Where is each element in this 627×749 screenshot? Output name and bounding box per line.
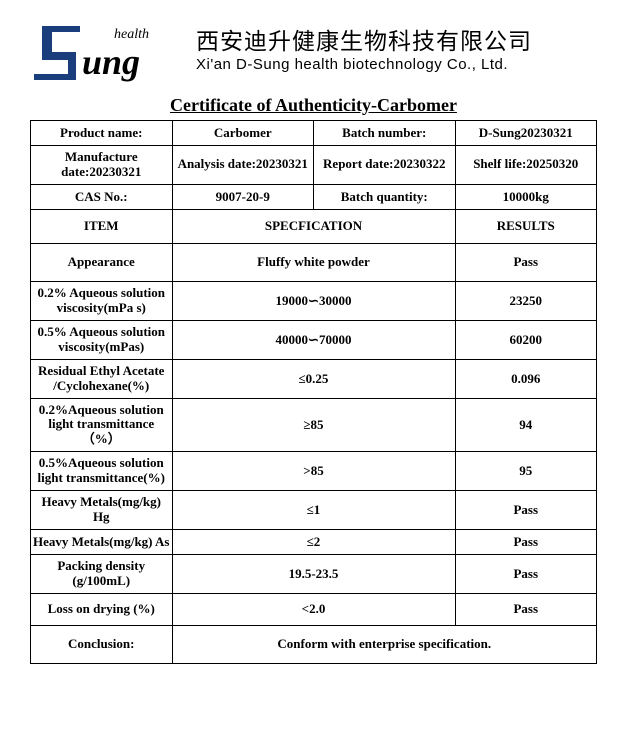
spec-cell: Fluffy white powder	[172, 243, 455, 281]
table-row: Residual Ethyl Acetate /Cyclohexane(%) ≤…	[31, 359, 597, 398]
table-row: 0.2% Aqueous solution viscosity(mPa s) 1…	[31, 281, 597, 320]
item-cell: Packing density (g/100mL)	[31, 555, 173, 594]
table-row: Packing density (g/100mL) 19.5-23.5 Pass	[31, 555, 597, 594]
table-row: 0.5%Aqueous solution light transmittance…	[31, 452, 597, 491]
spec-cell: ≥85	[172, 398, 455, 452]
cas-value: 9007-20-9	[172, 184, 314, 209]
result-cell: 0.096	[455, 359, 597, 398]
spec-cell: 19.5-23.5	[172, 555, 455, 594]
spec-cell: 19000∽30000	[172, 281, 455, 320]
item-cell: 0.2%Aqueous solution light transmittance…	[31, 398, 173, 452]
item-cell: 0.5% Aqueous solution viscosity(mPas)	[31, 320, 173, 359]
table-row: 0.2%Aqueous solution light transmittance…	[31, 398, 597, 452]
conclusion-row: Conclusion: Conform with enterprise spec…	[31, 625, 597, 663]
item-cell: Appearance	[31, 243, 173, 281]
result-cell: Pass	[455, 243, 597, 281]
manufacture-date: Manufacture date:20230321	[31, 146, 173, 185]
conclusion-label: Conclusion:	[31, 625, 173, 663]
report-date: Report date:20230322	[314, 146, 456, 185]
spec-cell: ≤0.25	[172, 359, 455, 398]
certificate-table: Product name: Carbomer Batch number: D-S…	[30, 120, 597, 664]
batch-number-label: Batch number:	[314, 121, 456, 146]
result-cell: 60200	[455, 320, 597, 359]
svg-text:ung: ung	[82, 42, 140, 82]
item-cell: Residual Ethyl Acetate /Cyclohexane(%)	[31, 359, 173, 398]
result-cell: Pass	[455, 555, 597, 594]
certificate-title: Certificate of Authenticity-Carbomer	[30, 95, 597, 116]
product-name-label: Product name:	[31, 121, 173, 146]
analysis-date: Analysis date:20230321	[172, 146, 314, 185]
table-row: Appearance Fluffy white powder Pass	[31, 243, 597, 281]
table-row: 0.5% Aqueous solution viscosity(mPas) 40…	[31, 320, 597, 359]
item-cell: Heavy Metals(mg/kg) Hg	[31, 491, 173, 530]
spec-cell: ≤2	[172, 530, 455, 555]
table-row: Heavy Metals(mg/kg) As ≤2 Pass	[31, 530, 597, 555]
item-cell: Heavy Metals(mg/kg) As	[31, 530, 173, 555]
info-row-3: CAS No.: 9007-20-9 Batch quantity: 10000…	[31, 184, 597, 209]
table-row: Heavy Metals(mg/kg) Hg ≤1 Pass	[31, 491, 597, 530]
company-english-name: Xi'an D-Sung health biotechnology Co., L…	[196, 56, 597, 73]
spec-cell: >85	[172, 452, 455, 491]
table-row: Loss on drying (%) <2.0 Pass	[31, 593, 597, 625]
header-spec: SPECFICATION	[172, 209, 455, 243]
batch-number-value: D-Sung20230321	[455, 121, 597, 146]
item-cell: 0.5%Aqueous solution light transmittance…	[31, 452, 173, 491]
spec-cell: 40000∽70000	[172, 320, 455, 359]
batch-qty-value: 10000kg	[455, 184, 597, 209]
result-cell: 23250	[455, 281, 597, 320]
company-names: 西安迪升健康生物科技有限公司 Xi'an D-Sung health biote…	[196, 20, 597, 73]
company-logo: ung health	[30, 20, 190, 91]
header-item: ITEM	[31, 209, 173, 243]
header-row: ITEM SPECFICATION RESULTS	[31, 209, 597, 243]
info-row-1: Product name: Carbomer Batch number: D-S…	[31, 121, 597, 146]
item-cell: Loss on drying (%)	[31, 593, 173, 625]
cas-label: CAS No.:	[31, 184, 173, 209]
company-chinese-name: 西安迪升健康生物科技有限公司	[196, 22, 597, 56]
header-results: RESULTS	[455, 209, 597, 243]
result-cell: Pass	[455, 530, 597, 555]
spec-cell: <2.0	[172, 593, 455, 625]
info-row-2: Manufacture date:20230321 Analysis date:…	[31, 146, 597, 185]
svg-text:health: health	[114, 27, 149, 42]
spec-cell: ≤1	[172, 491, 455, 530]
result-cell: 95	[455, 452, 597, 491]
batch-qty-label: Batch quantity:	[314, 184, 456, 209]
result-cell: Pass	[455, 593, 597, 625]
result-cell: Pass	[455, 491, 597, 530]
shelf-life: Shelf life:20250320	[455, 146, 597, 185]
document-header: ung health 西安迪升健康生物科技有限公司 Xi'an D-Sung h…	[30, 20, 597, 91]
result-cell: 94	[455, 398, 597, 452]
product-name-value: Carbomer	[172, 121, 314, 146]
conclusion-text: Conform with enterprise specification.	[172, 625, 597, 663]
item-cell: 0.2% Aqueous solution viscosity(mPa s)	[31, 281, 173, 320]
